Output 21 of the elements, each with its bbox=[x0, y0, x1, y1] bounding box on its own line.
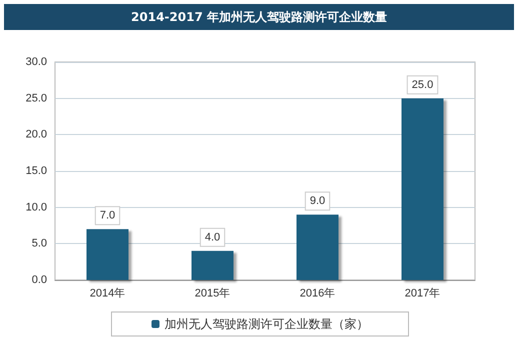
x-tick-label: 2016年 bbox=[300, 288, 336, 300]
x-tick-label: 2014年 bbox=[90, 288, 126, 300]
y-tick-label: 0.0 bbox=[32, 274, 47, 286]
legend-label: 加州无人驾驶路测许可企业数量（家） bbox=[164, 317, 368, 331]
data-label: 25.0 bbox=[412, 78, 434, 91]
bar bbox=[296, 214, 338, 280]
bar bbox=[402, 98, 444, 280]
bar bbox=[86, 229, 128, 280]
y-tick-label: 10.0 bbox=[26, 201, 47, 214]
data-label: 9.0 bbox=[310, 195, 326, 208]
y-tick-label: 20.0 bbox=[26, 128, 47, 141]
y-tick-label: 25.0 bbox=[26, 92, 47, 104]
x-tick-label: 2015年 bbox=[194, 288, 230, 300]
y-tick-label: 5.0 bbox=[32, 238, 47, 250]
bar bbox=[192, 250, 234, 280]
x-tick-label: 2017年 bbox=[404, 288, 440, 300]
chart-title: 2014-2017 年加州无人驾驶路测许可企业数量 bbox=[4, 4, 514, 30]
y-tick-label: 15.0 bbox=[26, 165, 47, 177]
y-tick-label: 30.0 bbox=[26, 56, 47, 68]
data-label: 7.0 bbox=[100, 210, 116, 222]
data-label: 4.0 bbox=[204, 231, 220, 244]
